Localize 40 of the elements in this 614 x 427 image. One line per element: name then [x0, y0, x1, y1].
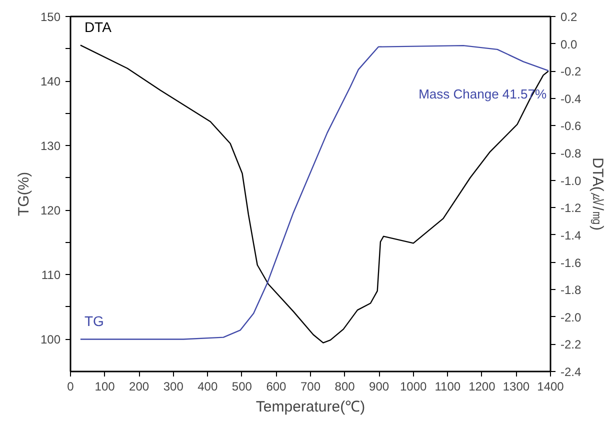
x-axis-title: Temperature(℃) — [256, 398, 366, 416]
y2-tick-label: -0.4 — [560, 92, 582, 106]
x-tick-label: 1100 — [434, 380, 461, 394]
y2-tick-label: -1.2 — [560, 201, 582, 216]
x-tick-label: 500 — [232, 380, 252, 394]
x-tick-label: 1200 — [468, 380, 496, 394]
y2-tick-label: -2.0 — [560, 310, 582, 324]
x-tick-label: 1300 — [502, 380, 530, 394]
x-tick-label: 400 — [198, 380, 218, 394]
x-tick-label: 700 — [300, 380, 321, 394]
y-tick-label: 110 — [41, 268, 61, 282]
y2-tick-label: -1.0 — [560, 174, 582, 188]
x-tick-label: 300 — [163, 380, 184, 394]
x-tick-label: 200 — [129, 380, 150, 394]
y2-tick-label: -0.2 — [560, 64, 582, 79]
y2-tick-label: -1.4 — [560, 228, 582, 242]
series-label: DTA — [84, 19, 112, 36]
y2-tick-label: -2.4 — [560, 365, 582, 379]
y-tick-label: 150 — [40, 10, 61, 24]
y-tick-label: 100 — [40, 332, 61, 347]
x-tick-label: 100 — [94, 380, 116, 394]
y-tick-label: 140 — [40, 74, 61, 89]
x-tick-label: 0 — [67, 380, 74, 394]
y-axis-title: TG(%) — [15, 172, 32, 216]
x-tick-label: 600 — [266, 380, 287, 394]
x-tick-label: 800 — [334, 380, 356, 394]
y2-tick-label: -1.8 — [560, 283, 582, 298]
y2-tick-label: -1.6 — [560, 256, 582, 270]
y2-tick-label: -2.2 — [560, 338, 582, 352]
y2-tick-label: 0.0 — [560, 37, 578, 52]
y2-tick-label: -0.8 — [560, 146, 582, 161]
series-label: TG — [84, 313, 104, 330]
y2-axis-title: DTA(㎶/㎎) — [589, 157, 606, 231]
y-tick-label: 130 — [40, 139, 61, 154]
x-tick-label: 900 — [369, 380, 390, 394]
y-tick-label: 120 — [40, 204, 61, 218]
x-tick-label: 1000 — [400, 380, 428, 394]
x-tick-label: 1400 — [537, 380, 564, 394]
y2-tick-label: 0.2 — [560, 10, 578, 24]
y2-tick-label: -0.6 — [560, 119, 582, 134]
